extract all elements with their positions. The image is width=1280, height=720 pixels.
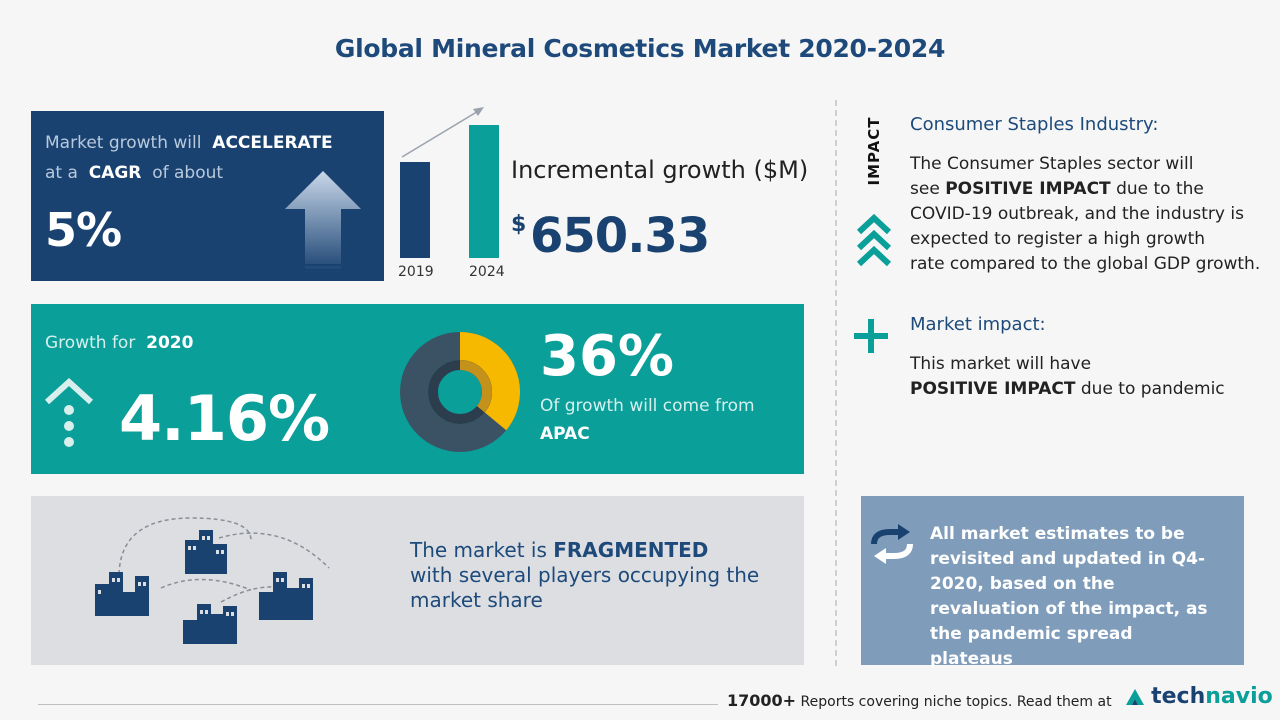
growth-label: Growth for 2020 xyxy=(45,333,193,353)
cagr-value: 5% xyxy=(45,203,122,257)
plus-icon xyxy=(854,319,888,353)
region-name: APAC xyxy=(540,424,590,444)
page-title: Global Mineral Cosmetics Market 2020-202… xyxy=(334,34,946,63)
bar-2024 xyxy=(469,125,499,258)
industry-line-3: COVID-19 outbreak, and the industry is xyxy=(910,204,1244,224)
region-share-donut xyxy=(400,332,520,452)
industry-line-1: The Consumer Staples sector will xyxy=(910,154,1194,174)
footer-rule xyxy=(38,704,718,705)
cagr-line2-prefix: at a xyxy=(45,163,78,183)
bar-label-2019: 2019 xyxy=(398,264,434,280)
brand-part-2: navio xyxy=(1205,684,1273,709)
vertical-divider xyxy=(835,100,837,666)
cagr-line1-emphasis: ACCELERATE xyxy=(212,133,333,153)
fragmented-line-1: The market is FRAGMENTED xyxy=(410,538,759,563)
market-impact-line-2: POSITIVE IMPACT due to pandemic xyxy=(910,377,1270,402)
chevrons-up-icon xyxy=(856,214,892,267)
footer-report-count: 17000+ xyxy=(727,691,797,710)
donut-apac-inner-slice xyxy=(459,360,492,413)
impact-vertical-label: IMPACT xyxy=(856,116,892,190)
cagr-line2-suffix: of about xyxy=(152,163,224,183)
up-arrow-icon xyxy=(285,171,361,273)
dotted-up-arrow-icon xyxy=(44,378,94,447)
technavio-brand: technavio xyxy=(1151,684,1273,709)
fragmented-text: The market is FRAGMENTED with several pl… xyxy=(410,538,759,613)
industry-title: Consumer Staples Industry: xyxy=(910,114,1159,135)
growth-panel: Growth for 2020 4.16% 36% Of growth will… xyxy=(31,304,804,474)
industry-line-4: expected to register a high growth xyxy=(910,229,1206,249)
fragmented-prefix: The market is xyxy=(410,538,547,562)
market-impact-suffix: due to pandemic xyxy=(1080,379,1225,399)
footer-caption: Reports covering niche topics. Read them… xyxy=(800,694,1112,710)
bar-label-2024: 2024 xyxy=(469,264,505,280)
market-positive-impact: POSITIVE IMPACT xyxy=(910,379,1076,399)
footer-text: 17000+ Reports covering niche topics. Re… xyxy=(727,691,1112,710)
impact-label-text: IMPACT xyxy=(865,116,883,186)
refresh-arrows-icon xyxy=(871,524,913,564)
market-impact-line-1: This market will have xyxy=(910,354,1092,374)
trend-arrow-icon xyxy=(401,107,484,158)
growth-label-prefix: Growth for xyxy=(45,333,136,353)
fragmented-emphasis: FRAGMENTED xyxy=(553,538,709,562)
region-percent: 36% xyxy=(540,324,675,389)
industry-line2-prefix: see xyxy=(910,179,940,199)
incremental-growth-value: 650.33 xyxy=(530,208,710,264)
fragmented-line-2: with several players occupying the xyxy=(410,563,760,587)
market-impact-title: Market impact: xyxy=(910,314,1046,335)
industry-line-2: see POSITIVE IMPACT due to the xyxy=(910,177,1280,202)
region-text: Of growth will come from xyxy=(540,396,755,416)
donut-apac-slice xyxy=(459,332,520,431)
industry-body: The Consumer Staples sector will see POS… xyxy=(910,152,1280,277)
cagr-panel: Market growth will ACCELERATE at a CAGR … xyxy=(31,111,384,281)
cagr-line-1: Market growth will ACCELERATE xyxy=(45,133,333,153)
note-panel: All market estimates to be revisited and… xyxy=(861,496,1244,669)
brand-part-1: tech xyxy=(1151,684,1206,709)
growth-value: 4.16% xyxy=(119,382,330,455)
buildings-network-icon xyxy=(95,517,330,644)
industry-line-5: rate compared to the global GDP growth. xyxy=(910,254,1261,274)
fragmented-panel: The market is FRAGMENTED with several pl… xyxy=(31,496,804,665)
donut-center xyxy=(439,371,481,413)
industry-line2-suffix: due to the xyxy=(1116,179,1204,199)
note-text: All market estimates to be revisited and… xyxy=(930,524,1208,669)
market-impact-body: This market will have POSITIVE IMPACT du… xyxy=(910,352,1270,402)
cagr-line-2: at a CAGR of about xyxy=(45,163,223,183)
technavio-link[interactable]: technavio xyxy=(1124,684,1273,709)
growth-year: 2020 xyxy=(146,333,194,353)
cagr-line1-prefix: Market growth will xyxy=(45,133,202,153)
cagr-line2-emphasis: CAGR xyxy=(88,163,142,183)
industry-positive-impact: POSITIVE IMPACT xyxy=(945,179,1111,199)
technavio-logo-icon xyxy=(1126,688,1144,705)
incremental-currency: $ xyxy=(511,212,527,237)
bar-2019 xyxy=(400,162,430,258)
fragmented-line-3: market share xyxy=(410,588,543,612)
incremental-growth-label: Incremental growth ($M) xyxy=(511,156,809,184)
